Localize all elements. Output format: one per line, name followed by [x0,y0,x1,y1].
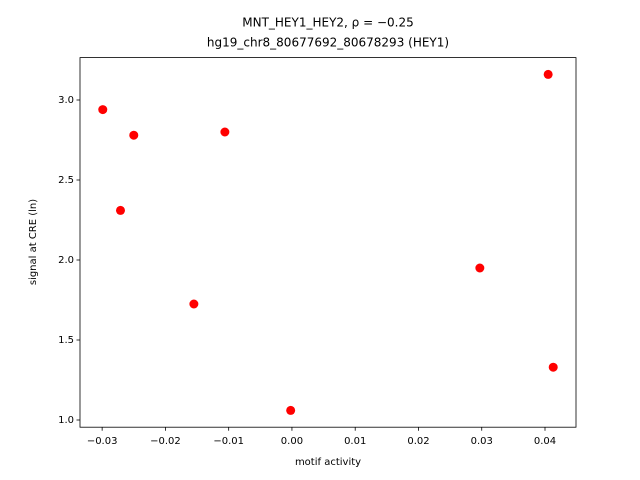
point [286,405,296,415]
x-tick-label: −0.01 [213,436,244,447]
chart-subtitle: hg19_chr8_80677692_80678293 (HEY1) [207,36,449,50]
point [115,205,125,215]
point [543,69,553,79]
y-tick-label: 1.0 [58,415,74,426]
x-tick-label: −0.03 [87,436,118,447]
y-tick-label: 2.0 [58,255,74,266]
point [189,299,199,309]
y-tick-label: 2.5 [58,175,74,186]
x-tick-label: 0.04 [534,436,556,447]
y-tick-label: 3.0 [58,95,74,106]
point [129,130,139,140]
point [475,263,485,273]
x-tick-label: −0.02 [150,436,181,447]
x-tick-label: 0.01 [344,436,366,447]
chart-title: MNT_HEY1_HEY2, ρ = −0.25 [242,16,414,30]
point [98,105,108,115]
y-tick-label: 1.5 [58,335,74,346]
x-tick-label: 0.00 [281,436,303,447]
y-axis-label: signal at CRE (ln) [28,199,39,285]
point [548,362,558,372]
x-tick-label: 0.03 [471,436,493,447]
x-axis-label: motif activity [295,457,361,468]
point [220,127,230,137]
x-tick-label: 0.02 [407,436,429,447]
plot-frame [79,57,577,428]
